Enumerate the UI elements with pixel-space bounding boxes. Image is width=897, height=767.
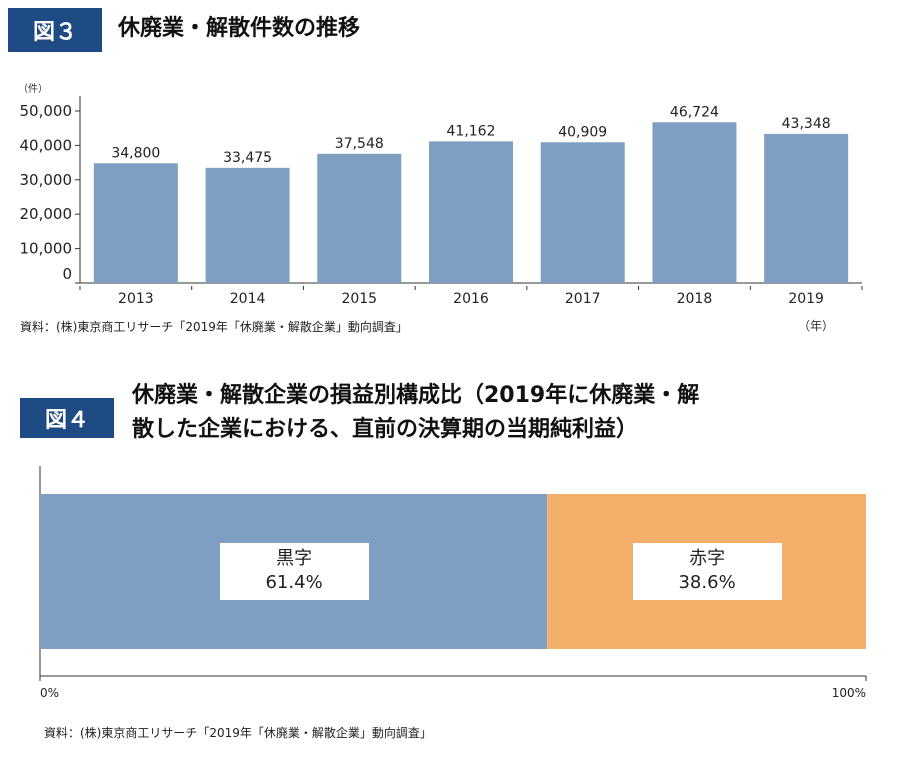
x-tick-label: 2018: [677, 291, 713, 307]
series-name: 黒字: [276, 548, 313, 569]
x-tick-label: 2017: [565, 291, 601, 307]
data-label: 40,909: [558, 124, 607, 140]
data-label: 33,475: [223, 150, 272, 166]
segment-label: 赤字 38.6%: [632, 543, 782, 600]
figure-3-source: 資料：(株)東京商工リサーチ「2019年「休廃業・解散企業」動向調査」: [20, 320, 408, 334]
bar-2018: [652, 122, 737, 283]
bar-2017: [540, 142, 625, 283]
figure-4-source: 資料：(株)東京商工リサーチ「2019年「休廃業・解散企業」動向調査」: [44, 726, 432, 740]
segment-label: 黒字 61.4%: [219, 543, 369, 600]
x-axis-unit: （年）: [798, 319, 834, 333]
data-label: 46,724: [670, 104, 719, 120]
y-tick-label: 30,000: [20, 171, 73, 189]
data-label: 34,800: [111, 145, 160, 161]
y-tick-label: 20,000: [20, 205, 73, 223]
x-tick-label: 2016: [453, 291, 489, 307]
figure-3-title: 休廃業・解散件数の推移: [118, 16, 361, 41]
data-label: 41,162: [447, 123, 496, 139]
data-label: 37,548: [335, 136, 384, 152]
x-tick-label: 0%: [40, 686, 59, 700]
bar-2015: [317, 153, 402, 283]
figure-4-badge: 図４: [20, 398, 114, 438]
x-tick-label: 2013: [118, 291, 154, 307]
bar-2019: [764, 133, 849, 283]
data-label: 43,348: [782, 116, 831, 132]
y-tick-label: 10,000: [20, 240, 73, 258]
y-tick-label: 40,000: [20, 136, 73, 154]
x-tick-label: 2014: [230, 291, 266, 307]
x-tick-label: 2015: [341, 291, 377, 307]
y-axis-unit: （件）: [18, 83, 48, 95]
figure-3-badge: 図３: [8, 8, 102, 52]
figure-4-title-line1: 休廃業・解散企業の損益別構成比（2019年に休廃業・解: [132, 383, 700, 408]
series-name: 赤字: [689, 548, 726, 569]
series-value: 38.6%: [678, 572, 736, 593]
figure-4-title-line2: 散した企業における、直前の決算期の当期純利益）: [132, 417, 639, 442]
y-tick-label: 50,000: [20, 102, 73, 120]
series-value: 61.4%: [265, 572, 323, 593]
x-tick-label: 100%: [832, 686, 866, 700]
bar-2013: [93, 163, 178, 283]
bar-2014: [205, 167, 290, 283]
x-tick-label: 2019: [788, 291, 824, 307]
y-tick-label: 0: [62, 265, 72, 283]
bar-2016: [429, 141, 513, 283]
